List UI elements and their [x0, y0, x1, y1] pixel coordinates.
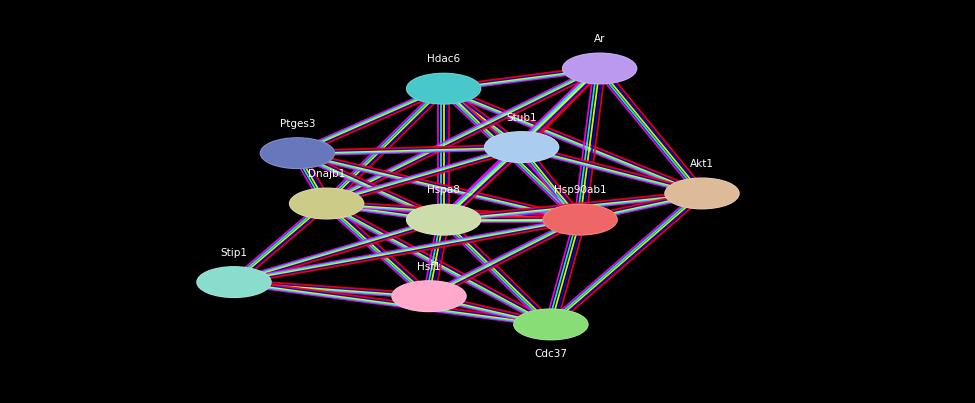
Text: Stip1: Stip1	[220, 248, 248, 258]
Circle shape	[290, 188, 364, 219]
Circle shape	[392, 281, 466, 312]
Text: Hsf1: Hsf1	[417, 262, 441, 272]
Text: Hdac6: Hdac6	[427, 54, 460, 64]
Text: Dnajb1: Dnajb1	[308, 169, 345, 179]
Text: Akt1: Akt1	[690, 159, 714, 169]
Circle shape	[407, 73, 481, 104]
Text: Ar: Ar	[594, 34, 605, 44]
Text: Ptges3: Ptges3	[280, 119, 315, 129]
Circle shape	[197, 267, 271, 297]
Text: Hspa8: Hspa8	[427, 185, 460, 195]
Circle shape	[485, 132, 559, 162]
Circle shape	[543, 204, 617, 235]
Circle shape	[260, 138, 334, 168]
Circle shape	[514, 309, 588, 340]
Text: Cdc37: Cdc37	[534, 349, 567, 359]
Circle shape	[563, 53, 637, 84]
Text: Hsp90ab1: Hsp90ab1	[554, 185, 606, 195]
Circle shape	[407, 204, 481, 235]
Text: Stub1: Stub1	[506, 113, 537, 123]
Circle shape	[665, 178, 739, 209]
